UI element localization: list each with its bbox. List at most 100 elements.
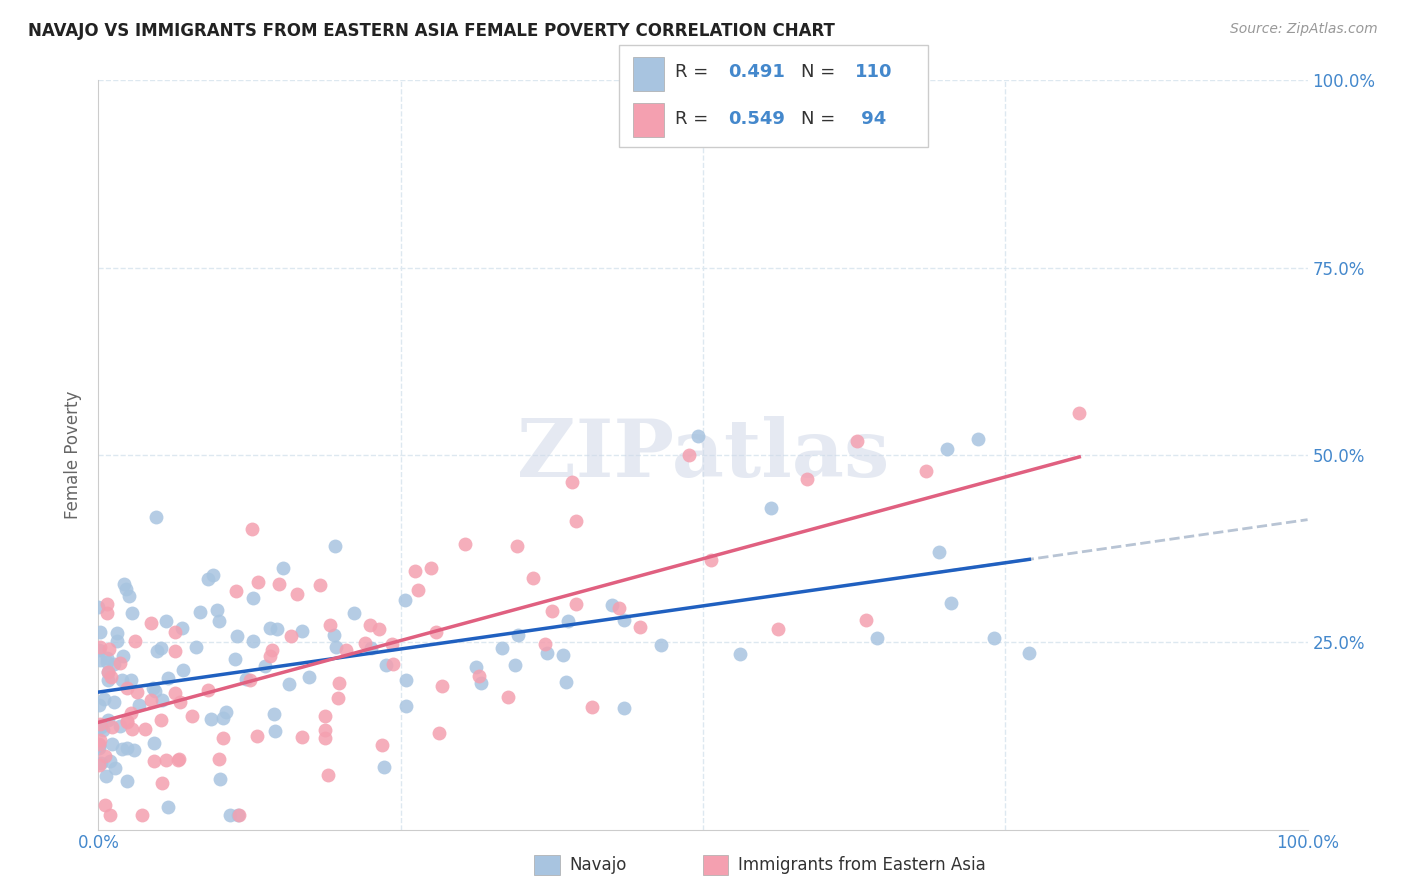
- Point: [700, 553, 723, 567]
- Point: [796, 471, 818, 485]
- Point: [143, 736, 166, 750]
- Point: [245, 729, 267, 743]
- Text: N =: N =: [801, 111, 841, 128]
- Y-axis label: Female Poverty: Female Poverty: [65, 391, 83, 519]
- Point: [267, 577, 290, 591]
- Point: [97, 673, 120, 687]
- Point: [325, 640, 347, 654]
- Point: [686, 429, 709, 443]
- Point: [117, 740, 139, 755]
- Point: [536, 646, 558, 660]
- Point: [555, 675, 578, 690]
- Point: [371, 739, 394, 753]
- Point: [470, 675, 492, 690]
- Point: [100, 670, 122, 684]
- Point: [89, 624, 111, 639]
- Point: [1069, 405, 1091, 419]
- Point: [208, 752, 231, 766]
- Point: [382, 657, 405, 671]
- Point: [190, 605, 212, 619]
- Point: [845, 434, 868, 448]
- Point: [381, 637, 404, 651]
- Point: [96, 655, 118, 669]
- Point: [89, 640, 111, 654]
- Point: [93, 798, 115, 813]
- Point: [186, 640, 208, 655]
- Point: [678, 448, 700, 462]
- Point: [97, 665, 120, 679]
- Text: R =: R =: [675, 63, 714, 81]
- Point: [551, 648, 574, 662]
- Text: NAVAJO VS IMMIGRANTS FROM EASTERN ASIA FEMALE POVERTY CORRELATION CHART: NAVAJO VS IMMIGRANTS FROM EASTERN ASIA F…: [28, 22, 835, 40]
- Point: [285, 586, 308, 600]
- Point: [314, 723, 336, 737]
- Point: [97, 665, 120, 679]
- Point: [581, 699, 603, 714]
- Point: [264, 724, 287, 739]
- Point: [94, 748, 117, 763]
- Point: [87, 758, 110, 772]
- Point: [766, 622, 789, 636]
- Point: [498, 690, 520, 704]
- Point: [1018, 646, 1040, 660]
- Point: [468, 669, 491, 683]
- Point: [117, 714, 139, 729]
- Point: [465, 659, 488, 673]
- Point: [600, 598, 623, 612]
- Point: [298, 670, 321, 684]
- Point: [139, 693, 162, 707]
- Point: [87, 738, 110, 752]
- Point: [142, 681, 165, 696]
- Point: [242, 591, 264, 606]
- Point: [761, 501, 783, 516]
- Point: [98, 754, 121, 768]
- Point: [121, 722, 143, 736]
- Point: [172, 621, 194, 635]
- Point: [228, 807, 250, 822]
- Point: [353, 636, 375, 650]
- Point: [87, 739, 110, 753]
- Point: [165, 625, 187, 640]
- Point: [98, 642, 121, 657]
- Point: [111, 673, 134, 688]
- Point: [101, 720, 124, 734]
- Text: ZIPatlas: ZIPatlas: [517, 416, 889, 494]
- Point: [103, 695, 125, 709]
- Point: [163, 686, 186, 700]
- Point: [127, 685, 149, 699]
- Point: [628, 620, 651, 634]
- Point: [728, 647, 751, 661]
- Point: [110, 656, 132, 670]
- Point: [429, 726, 451, 740]
- Point: [240, 522, 263, 536]
- Point: [100, 807, 122, 822]
- Point: [314, 709, 336, 723]
- Point: [335, 642, 357, 657]
- Point: [110, 719, 132, 733]
- Text: 110: 110: [855, 63, 893, 81]
- Text: 0.549: 0.549: [728, 111, 785, 128]
- Point: [207, 603, 229, 617]
- Point: [266, 622, 288, 636]
- Point: [89, 733, 111, 747]
- Point: [197, 572, 219, 586]
- Point: [90, 718, 112, 732]
- Point: [375, 658, 398, 673]
- Point: [309, 578, 332, 592]
- Point: [103, 657, 125, 672]
- Point: [169, 695, 191, 709]
- Point: [89, 653, 111, 667]
- Point: [120, 673, 142, 688]
- Point: [326, 691, 349, 706]
- Point: [90, 756, 112, 770]
- Point: [967, 432, 990, 446]
- Point: [128, 698, 150, 712]
- Point: [155, 614, 177, 628]
- Point: [260, 643, 283, 657]
- Point: [541, 604, 564, 618]
- Point: [157, 800, 180, 814]
- Point: [124, 633, 146, 648]
- Point: [936, 442, 959, 457]
- Point: [181, 709, 204, 723]
- Point: [323, 628, 346, 642]
